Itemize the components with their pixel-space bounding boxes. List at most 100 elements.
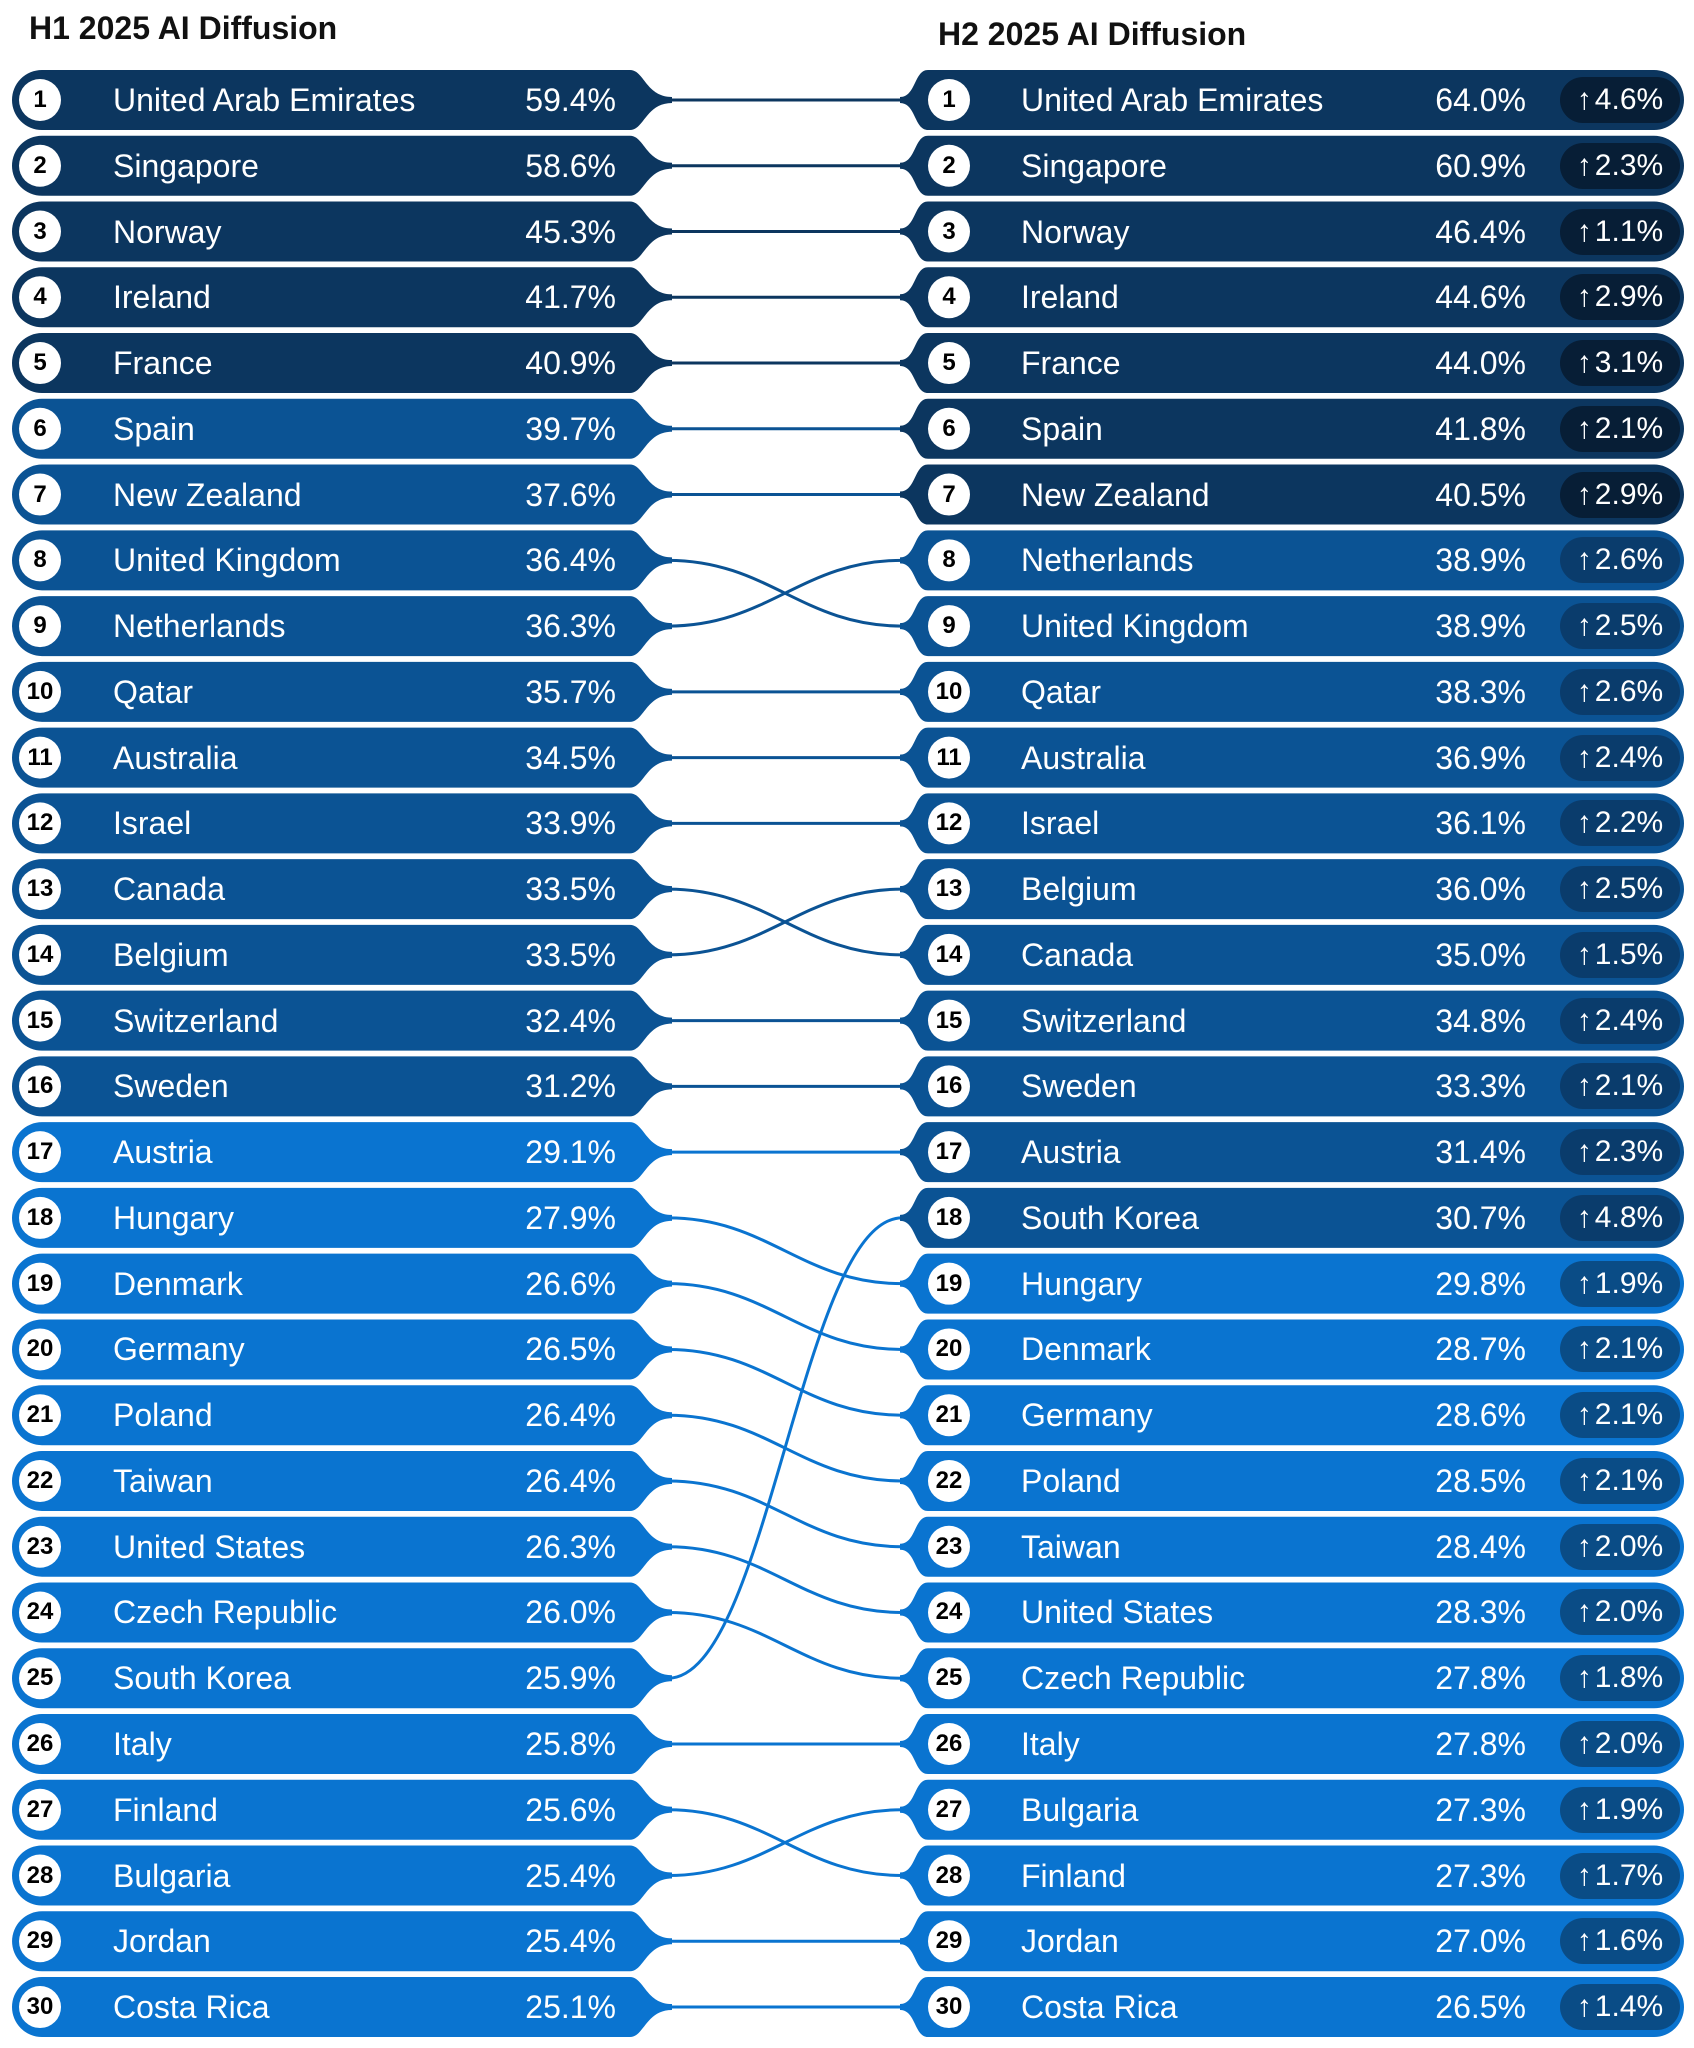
right-country: Hungary [1021, 1265, 1142, 1302]
change-badge: ↑ 1.9% [1560, 1786, 1680, 1833]
change-badge: ↑ 2.4% [1560, 734, 1680, 781]
right-row-bar [900, 70, 1684, 130]
right-rank-circle [928, 1459, 970, 1502]
right-row-bar [900, 1253, 1684, 1314]
change-value: 1.7% [1594, 1858, 1664, 1892]
right-country: Australia [1021, 739, 1146, 776]
left-rank-circle [19, 79, 61, 121]
left-rank: 21 [26, 1401, 54, 1429]
right-title: H2 2025 AI Diffusion [938, 16, 1247, 52]
left-value: 33.5% [525, 871, 616, 908]
right-row-bar [900, 727, 1684, 788]
right-value: 41.8% [1435, 410, 1526, 447]
right-rank-circle [928, 1065, 970, 1108]
left-rank: 14 [26, 940, 54, 968]
right-rank: 19 [935, 1269, 963, 1297]
right-value: 27.3% [1435, 1791, 1526, 1828]
right-country: Norway [1021, 213, 1130, 250]
connector-line [667, 1479, 903, 1549]
change-badge: ↑ 2.3% [1560, 142, 1680, 189]
right-rank: 30 [935, 1993, 963, 2021]
left-row-bar [12, 201, 673, 262]
left-country: Qatar [113, 673, 194, 710]
right-value: 38.3% [1435, 673, 1526, 710]
change-value: 1.6% [1594, 1924, 1664, 1958]
left-row-bar [12, 990, 673, 1051]
change-badge: ↑ 2.6% [1560, 537, 1680, 584]
left-value: 25.1% [525, 1989, 616, 2026]
arrow-up-icon: ↑ [1576, 740, 1592, 774]
right-value: 60.9% [1435, 147, 1526, 184]
left-rank-circle [19, 1920, 61, 1963]
left-rank: 7 [33, 480, 47, 508]
left-rank: 29 [26, 1927, 54, 1955]
change-badge: ↑ 2.5% [1560, 866, 1680, 913]
left-value: 26.4% [525, 1397, 616, 1434]
left-row-bar [12, 859, 673, 920]
right-rank-circle [928, 1328, 970, 1371]
arrow-up-icon: ↑ [1576, 1727, 1592, 1760]
right-country: Costa Rica [1021, 1989, 1178, 2026]
right-value: 27.0% [1435, 1923, 1526, 1960]
right-rank: 27 [935, 1795, 963, 1823]
left-rank: 9 [33, 612, 47, 640]
right-value: 27.8% [1435, 1726, 1526, 1762]
change-badge: ↑ 2.9% [1560, 274, 1680, 321]
right-rank: 3 [942, 217, 956, 245]
arrow-up-icon: ↑ [1576, 1661, 1592, 1695]
change-badge: ↑ 1.1% [1560, 208, 1680, 255]
left-row-bar [12, 1516, 673, 1577]
left-country: United Arab Emirates [113, 82, 416, 118]
right-rank-circle [928, 1854, 970, 1897]
left-value: 26.6% [525, 1265, 616, 1302]
arrow-up-icon: ↑ [1576, 543, 1592, 577]
right-row-bar [900, 990, 1684, 1051]
right-rank-circle [928, 868, 970, 911]
change-badge: ↑ 2.0% [1560, 1589, 1680, 1636]
right-country: South Korea [1021, 1199, 1199, 1236]
left-rank: 27 [26, 1795, 54, 1823]
left-rank: 10 [26, 677, 54, 705]
right-value: 28.6% [1435, 1397, 1526, 1434]
right-value: 27.8% [1435, 1660, 1526, 1697]
left-country: Finland [113, 1791, 218, 1828]
left-rank-circle [19, 144, 61, 187]
left-country: Italy [113, 1726, 172, 1762]
right-row-bar [900, 464, 1684, 525]
left-rank-circle [19, 1788, 61, 1831]
change-value: 4.6% [1594, 83, 1664, 116]
right-rank: 1 [942, 86, 956, 113]
left-country: Singapore [113, 147, 259, 184]
left-row-bar [12, 1714, 672, 1774]
change-badge: ↑ 1.6% [1560, 1918, 1680, 1965]
right-value: 26.5% [1435, 1989, 1526, 2026]
left-row-bar [12, 70, 672, 130]
change-value: 1.5% [1594, 937, 1664, 971]
change-badge: ↑ 2.6% [1560, 668, 1680, 715]
left-row-bar [12, 793, 673, 854]
right-country: United Arab Emirates [1021, 82, 1324, 118]
left-rank: 25 [26, 1664, 54, 1692]
right-rank-circle [928, 539, 970, 582]
left-value: 27.9% [525, 1199, 616, 1236]
right-country: Spain [1021, 410, 1103, 447]
right-rank: 11 [936, 743, 962, 771]
arrow-up-icon: ↑ [1576, 1069, 1592, 1103]
change-badge: ↑ 2.1% [1560, 1457, 1680, 1504]
arrow-up-icon: ↑ [1576, 346, 1592, 380]
right-rank-circle [928, 670, 970, 713]
right-country: Sweden [1021, 1068, 1137, 1105]
left-country: Norway [113, 213, 222, 250]
left-rank-circle [19, 1065, 61, 1108]
right-country: Belgium [1021, 871, 1137, 908]
right-value: 40.5% [1435, 476, 1526, 513]
left-rank: 20 [26, 1335, 54, 1363]
left-country: Sweden [113, 1068, 229, 1105]
left-row-bar [12, 1122, 673, 1183]
left-value: 59.4% [525, 82, 616, 118]
left-country: Netherlands [113, 608, 286, 645]
right-value: 34.8% [1435, 1002, 1526, 1039]
left-country: Austria [113, 1134, 213, 1171]
right-rank: 16 [935, 1072, 963, 1100]
change-badge: ↑ 2.0% [1560, 1523, 1680, 1570]
